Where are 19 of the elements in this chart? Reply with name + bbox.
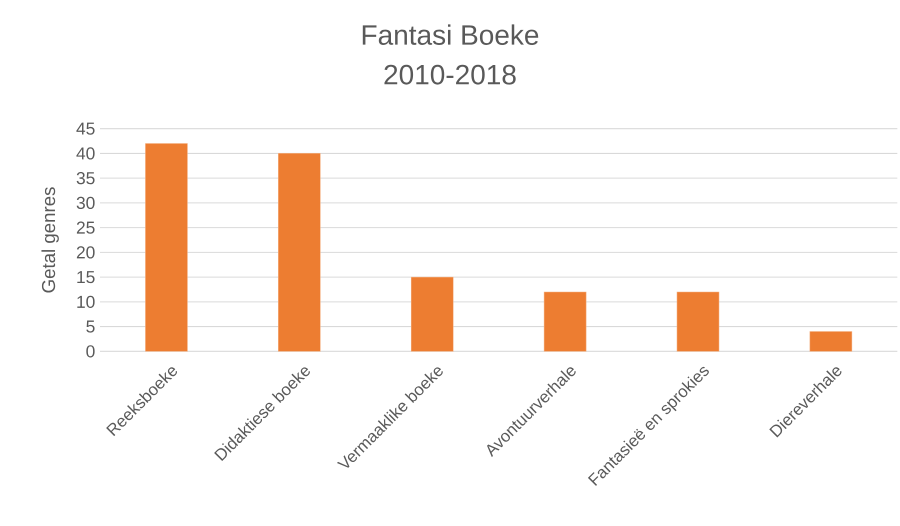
- bar: [676, 292, 720, 352]
- y-tick-label: 10: [77, 296, 95, 308]
- bar: [810, 331, 852, 352]
- y-tick-label: 0: [86, 345, 95, 358]
- y-tick-label: 40: [76, 147, 95, 160]
- y-tick-label: 45: [76, 122, 95, 135]
- bar: [410, 276, 454, 352]
- y-tick-label: 35: [76, 172, 95, 184]
- bar: [278, 153, 321, 352]
- chart-title: Fantasi Boeke: [362, 24, 538, 45]
- y-tick-label: 5: [86, 320, 95, 333]
- bar: [544, 292, 586, 352]
- y-axis-title: Getal genres: [41, 187, 59, 292]
- y-tick-label: 15: [77, 271, 95, 284]
- y-tick-label: 25: [76, 221, 95, 234]
- bar: [145, 143, 188, 352]
- y-tick-label: 20: [76, 246, 95, 259]
- chart-subtitle: 2010-2018: [384, 64, 516, 85]
- y-tick-label: 30: [76, 196, 95, 210]
